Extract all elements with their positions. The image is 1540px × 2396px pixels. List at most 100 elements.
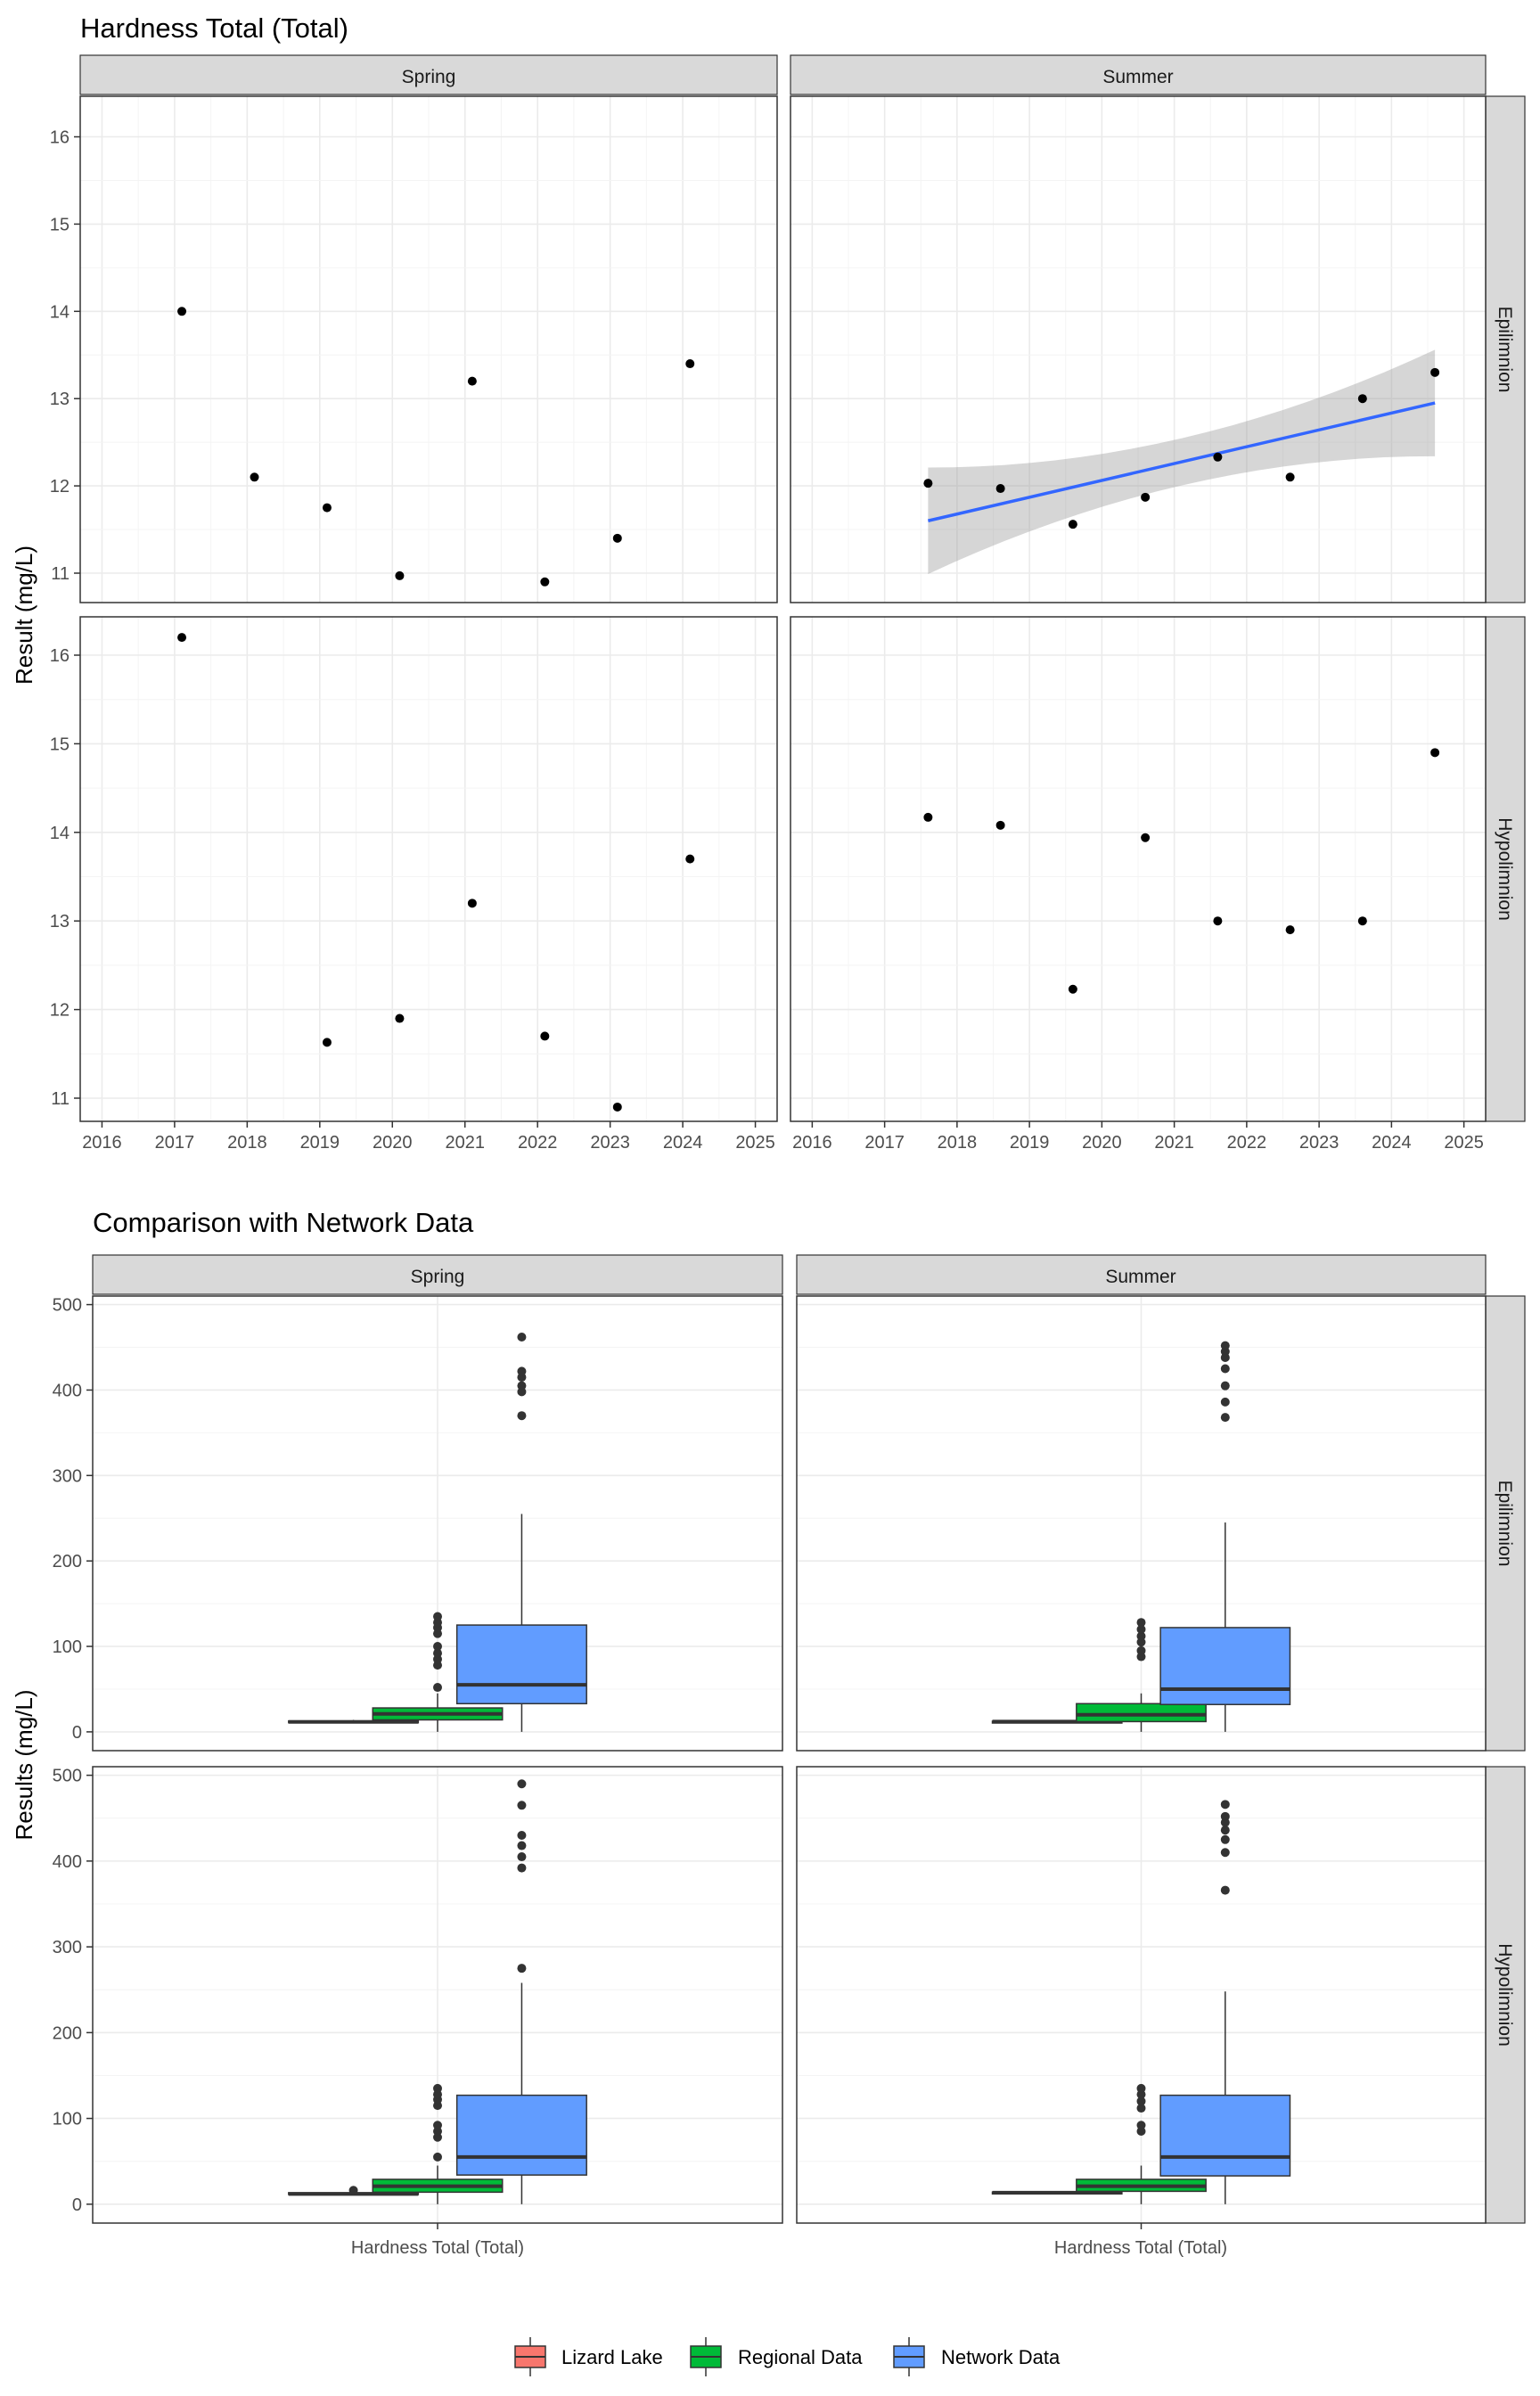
data-point [540, 1031, 550, 1041]
y-tick-label: 300 [53, 1938, 82, 1957]
data-point [612, 1102, 622, 1112]
y-tick-label: 300 [53, 1466, 82, 1486]
scatter-y-axis-label: Result (mg/L) [11, 546, 37, 685]
outlier-point [517, 1841, 527, 1850]
outlier-point [1136, 1618, 1146, 1628]
box-regional-data [1076, 1618, 1207, 1732]
svg-text:Summer: Summer [1105, 1267, 1175, 1287]
data-point [1430, 748, 1440, 758]
y-tick-label: 16 [50, 128, 70, 148]
outlier-point [433, 2121, 442, 2130]
outlier-point [1220, 1834, 1230, 1844]
x-tick-label: 2016 [792, 1133, 832, 1153]
box-network-data [1159, 1341, 1291, 1732]
scatter-strip-col-0: Spring [79, 54, 778, 95]
data-point [1141, 833, 1151, 842]
boxplot-y-axis-label: Results (mg/L) [11, 1689, 37, 1840]
y-tick-label: 15 [50, 215, 70, 234]
outlier-point [1136, 1624, 1146, 1634]
scatter-panel-spring-hypolimnion: 11 12 13 14 15 16 2016 2017 2018 2019 2020 2021 2022… [50, 616, 778, 1153]
outlier-point [1136, 2083, 1146, 2093]
y-tick-label: 12 [50, 477, 70, 496]
boxplot-x-label-spring: Hardness Total (Total) [351, 2238, 524, 2258]
x-tick-label: 2017 [155, 1133, 195, 1153]
x-tick-label: 2020 [373, 1133, 413, 1153]
scatter-panel-spring-epilimnion: 11 12 13 14 15 16 [50, 95, 778, 603]
outlier-point [517, 1411, 527, 1421]
legend: Lizard Lake Regional Data Network Data [514, 2337, 1061, 2376]
outlier-point [1136, 2121, 1146, 2130]
x-tick-label: 2025 [1444, 1133, 1484, 1153]
scatter-strip-row-0: Epilimnion [1485, 95, 1526, 603]
y-tick-label: 100 [53, 1637, 82, 1657]
outlier-point [433, 1683, 442, 1693]
boxplot-strip-col-0: Spring [92, 1254, 783, 1295]
data-point [923, 812, 933, 822]
boxplot-panel-spring-hypolimnion: 0 100 200 300 400 500 [53, 1766, 783, 2229]
y-tick-label: 12 [50, 1001, 70, 1021]
boxplot-panel-summer-epilimnion [796, 1295, 1487, 1752]
data-point [923, 479, 933, 488]
outlier-point [1220, 1413, 1230, 1423]
data-point [612, 533, 622, 543]
outlier-point [517, 1779, 527, 1789]
outlier-point [433, 1612, 442, 1621]
data-point [1430, 367, 1440, 377]
svg-text:Epilimnion: Epilimnion [1495, 307, 1515, 393]
scatter-panel-summer-epilimnion [790, 95, 1487, 603]
outlier-point [1220, 1848, 1230, 1858]
scatter-title: Hardness Total (Total) [80, 12, 348, 44]
boxplot-strip-col-1: Summer [796, 1254, 1487, 1295]
box-regional-data [1076, 2083, 1207, 2204]
boxplot-strip-row-0: Epilimnion [1485, 1295, 1526, 1752]
svg-text:Spring: Spring [411, 1267, 465, 1287]
y-tick-label: 13 [50, 912, 70, 931]
data-point [1285, 472, 1295, 482]
x-tick-label: 2018 [938, 1133, 978, 1153]
y-tick-label: 100 [53, 2110, 82, 2129]
box-network-data [455, 1333, 587, 1732]
outlier-point [1136, 1645, 1146, 1655]
data-point [395, 1013, 405, 1023]
outlier-point [1220, 1811, 1230, 1821]
svg-text:Network Data: Network Data [941, 2346, 1061, 2368]
legend-item-network-data: Network Data [893, 2337, 1061, 2376]
outlier-point [1220, 1397, 1230, 1407]
y-tick-label: 500 [53, 1296, 82, 1316]
x-tick-label: 2025 [735, 1133, 775, 1153]
outlier-point [517, 1852, 527, 1862]
y-tick-label: 0 [72, 2195, 82, 2215]
data-point [1068, 520, 1077, 529]
outlier-point [1136, 2104, 1146, 2113]
y-tick-label: 200 [53, 1552, 82, 1571]
data-point [177, 633, 187, 643]
outlier-point [1220, 1826, 1230, 1835]
scatter-panel-summer-hypolimnion: 2016 2017 2018 2019 2020 2021 2022 2023 2024 2025 [790, 616, 1487, 1153]
x-tick-label: 2019 [1010, 1133, 1050, 1153]
box-regional-data [372, 2083, 504, 2204]
x-tick-label: 2016 [82, 1133, 122, 1153]
outlier-point [433, 2083, 442, 2093]
data-point [685, 854, 695, 864]
svg-text:Epilimnion: Epilimnion [1495, 1481, 1515, 1567]
x-tick-label: 2018 [227, 1133, 267, 1153]
data-point [1068, 984, 1077, 994]
data-point [177, 307, 187, 316]
y-tick-label: 500 [53, 1767, 82, 1786]
scatter-strip-row-1: Hypolimnion [1485, 616, 1526, 1122]
outlier-point [517, 1830, 527, 1840]
svg-text:Regional Data: Regional Data [738, 2346, 863, 2368]
outlier-point [1220, 1800, 1230, 1809]
data-point [1213, 452, 1223, 462]
x-tick-label: 2017 [864, 1133, 905, 1153]
outlier-point [433, 2152, 442, 2162]
box-lizard-lake [991, 2190, 1123, 2195]
data-point [995, 820, 1005, 830]
x-tick-label: 2022 [518, 1133, 558, 1153]
y-tick-label: 14 [50, 302, 70, 322]
outlier-point [1220, 1341, 1230, 1350]
y-tick-label: 200 [53, 2023, 82, 2043]
outlier-point [517, 1333, 527, 1342]
data-point [467, 898, 477, 908]
